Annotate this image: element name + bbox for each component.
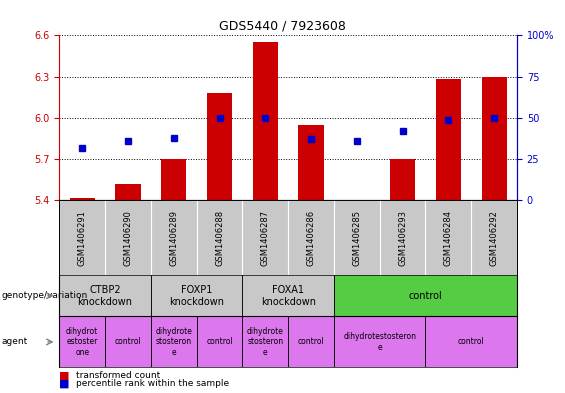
Text: ■: ■ [59, 378, 70, 388]
Text: percentile rank within the sample: percentile rank within the sample [76, 379, 229, 387]
Bar [242, 275, 334, 316]
Bar [59, 316, 105, 367]
Text: dihydrote
stosteron
e: dihydrote stosteron e [155, 327, 192, 357]
Text: GSM1406286: GSM1406286 [307, 210, 315, 266]
Text: control: control [408, 291, 442, 301]
Text: GSM1406290: GSM1406290 [124, 210, 132, 266]
Bar [253, 42, 278, 200]
Text: control: control [115, 338, 141, 346]
Bar [298, 125, 324, 200]
Text: agent: agent [2, 338, 28, 346]
Text: GSM1406284: GSM1406284 [444, 210, 453, 266]
Text: control: control [206, 338, 233, 346]
Text: GSM1406287: GSM1406287 [261, 210, 270, 266]
Text: control: control [298, 338, 324, 346]
Bar [151, 275, 242, 316]
Bar [161, 159, 186, 200]
Text: GDS5440 / 7923608: GDS5440 / 7923608 [219, 20, 346, 33]
Text: transformed count: transformed count [76, 371, 160, 380]
Bar [334, 275, 517, 316]
Bar [390, 159, 415, 200]
Bar [436, 79, 461, 200]
Bar [151, 316, 197, 367]
Text: GSM1406291: GSM1406291 [78, 210, 86, 266]
Text: GSM1406289: GSM1406289 [170, 210, 178, 266]
Text: control: control [458, 338, 485, 346]
Bar [69, 198, 95, 200]
Bar [115, 184, 141, 200]
Bar [197, 316, 242, 367]
Text: ■: ■ [59, 370, 70, 380]
Text: GSM1406288: GSM1406288 [215, 210, 224, 266]
Text: GSM1406285: GSM1406285 [353, 210, 361, 266]
Bar [288, 316, 334, 367]
Text: genotype/variation: genotype/variation [2, 291, 88, 300]
Text: FOXA1
knockdown: FOXA1 knockdown [260, 285, 316, 307]
Bar [207, 93, 232, 200]
Text: CTBP2
knockdown: CTBP2 knockdown [77, 285, 133, 307]
Text: dihydrote
stosteron
e: dihydrote stosteron e [247, 327, 284, 357]
Bar [59, 275, 151, 316]
Text: GSM1406292: GSM1406292 [490, 210, 498, 266]
Text: dihydrot
estoster
one: dihydrot estoster one [66, 327, 98, 357]
Text: dihydrotestosteron
e: dihydrotestosteron e [343, 332, 416, 352]
Bar [481, 77, 507, 200]
Bar [242, 316, 288, 367]
Bar [334, 316, 425, 367]
Bar [425, 316, 517, 367]
Text: GSM1406293: GSM1406293 [398, 210, 407, 266]
Bar [105, 316, 151, 367]
Text: FOXP1
knockdown: FOXP1 knockdown [169, 285, 224, 307]
